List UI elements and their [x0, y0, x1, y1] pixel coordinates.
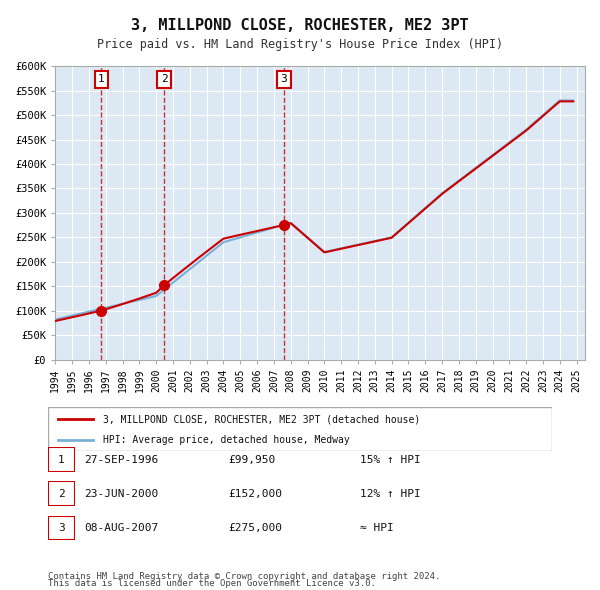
Text: 15% ↑ HPI: 15% ↑ HPI	[360, 455, 421, 464]
Text: £275,000: £275,000	[228, 523, 282, 533]
Text: 2: 2	[161, 74, 167, 84]
Text: ≈ HPI: ≈ HPI	[360, 523, 394, 533]
FancyBboxPatch shape	[48, 447, 75, 472]
FancyBboxPatch shape	[48, 407, 552, 451]
Text: 1: 1	[58, 455, 65, 464]
Text: £152,000: £152,000	[228, 489, 282, 499]
Text: 23-JUN-2000: 23-JUN-2000	[84, 489, 158, 499]
Text: 27-SEP-1996: 27-SEP-1996	[84, 455, 158, 464]
Text: 12% ↑ HPI: 12% ↑ HPI	[360, 489, 421, 499]
Text: 08-AUG-2007: 08-AUG-2007	[84, 523, 158, 533]
Text: HPI: Average price, detached house, Medway: HPI: Average price, detached house, Medw…	[103, 435, 350, 445]
FancyBboxPatch shape	[48, 481, 75, 506]
FancyBboxPatch shape	[48, 516, 75, 540]
Text: 3: 3	[281, 74, 287, 84]
Text: £99,950: £99,950	[228, 455, 275, 464]
Text: 3: 3	[58, 523, 65, 533]
Text: 1: 1	[98, 74, 105, 84]
Text: This data is licensed under the Open Government Licence v3.0.: This data is licensed under the Open Gov…	[48, 579, 376, 588]
Text: 2: 2	[58, 489, 65, 499]
Text: Price paid vs. HM Land Registry's House Price Index (HPI): Price paid vs. HM Land Registry's House …	[97, 38, 503, 51]
Text: 3, MILLPOND CLOSE, ROCHESTER, ME2 3PT: 3, MILLPOND CLOSE, ROCHESTER, ME2 3PT	[131, 18, 469, 32]
Text: 3, MILLPOND CLOSE, ROCHESTER, ME2 3PT (detached house): 3, MILLPOND CLOSE, ROCHESTER, ME2 3PT (d…	[103, 415, 421, 424]
Text: Contains HM Land Registry data © Crown copyright and database right 2024.: Contains HM Land Registry data © Crown c…	[48, 572, 440, 581]
